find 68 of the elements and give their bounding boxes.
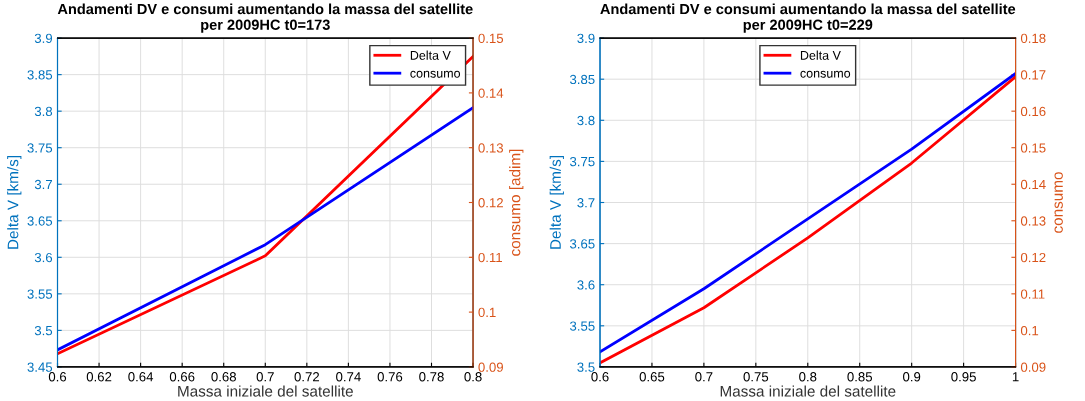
y-tick-label: 3.65 bbox=[569, 239, 595, 249]
x-tick-label: 0.8 bbox=[464, 372, 482, 382]
y-tick-label: 3.65 bbox=[27, 216, 53, 226]
y2-tick-label: 0.11 bbox=[478, 252, 502, 263]
y-tick-label: 3.55 bbox=[27, 289, 53, 299]
x-axis-title: Massa iniziale del satellite bbox=[720, 385, 896, 397]
x-tick-label: 0.75 bbox=[743, 372, 769, 382]
y-tick-label: 3.75 bbox=[569, 156, 595, 167]
x-tick-label: 0.68 bbox=[211, 372, 236, 382]
x-tick-label: 0.8 bbox=[799, 372, 817, 382]
x-tick-label: 0.95 bbox=[951, 372, 976, 382]
y2-tick-label: 0.14 bbox=[1020, 179, 1046, 190]
y-tick-label: 3.55 bbox=[569, 321, 595, 331]
y-tick-label: 3.6 bbox=[34, 252, 53, 263]
y-tick-label: 3.8 bbox=[577, 115, 595, 126]
y2-tick-label: 0.14 bbox=[478, 88, 504, 98]
y-axis-title: Delta V [km/s] bbox=[549, 156, 564, 249]
x-tick-label: 0.72 bbox=[294, 372, 320, 382]
x-tick-label: 0.6 bbox=[591, 372, 609, 382]
chart-title: Andamenti DV e consumi aumentando la massa del satellite per 2009HC t0=229 bbox=[600, 3, 1016, 33]
y-tick-label: 3.7 bbox=[577, 198, 595, 208]
y2-tick-label: 0.1 bbox=[478, 307, 496, 318]
y2-tick-label: 0.1 bbox=[1020, 325, 1039, 336]
x-tick-label: 0.62 bbox=[86, 372, 112, 382]
y2-tick-label: 0.12 bbox=[478, 198, 503, 208]
x-tick-label: 0.9 bbox=[903, 372, 921, 382]
x-tick-label: 0.65 bbox=[639, 372, 665, 382]
x-tick-label: 0.85 bbox=[847, 372, 873, 382]
y-tick-label: 3.75 bbox=[27, 143, 53, 153]
y2-tick-label: 0.15 bbox=[1020, 143, 1046, 153]
y-tick-label: 3.85 bbox=[569, 74, 595, 85]
y-tick-label: 3.85 bbox=[27, 70, 53, 80]
y-tick-label: 3.6 bbox=[577, 280, 595, 290]
x-axis-title: Massa iniziale del satellite bbox=[178, 385, 353, 397]
y2-tick-label: 0.13 bbox=[1020, 216, 1046, 226]
x-tick-label: 0.7 bbox=[695, 372, 713, 382]
y2-tick-label: 0.09 bbox=[478, 362, 503, 372]
x-tick-label: 1 bbox=[1012, 372, 1019, 382]
y2-tick-label: 0.09 bbox=[1020, 362, 1046, 372]
y2-axis-title: consumo bbox=[1054, 172, 1063, 233]
y2-tick-label: 0.15 bbox=[478, 33, 504, 44]
x-tick-label: 0.7 bbox=[256, 372, 274, 382]
y-tick-label: 3.5 bbox=[34, 325, 53, 336]
y2-axis-title: consumo [adim] bbox=[509, 149, 524, 256]
y2-tick-label: 0.16 bbox=[1020, 106, 1046, 117]
x-tick-label: 0.64 bbox=[128, 372, 154, 382]
y2-tick-label: 0.11 bbox=[1020, 289, 1045, 299]
chart-title: Andamenti DV e consumi aumentando la massa del satellite per 2009HC t0=173 bbox=[57, 3, 473, 33]
x-tick-label: 0.76 bbox=[377, 372, 403, 382]
x-tick-label: 0.74 bbox=[336, 372, 361, 382]
x-tick-label: 0.66 bbox=[169, 372, 195, 382]
y-tick-label: 3.5 bbox=[577, 362, 595, 372]
legend-label: Delta V bbox=[410, 50, 451, 60]
y-tick-label: 3.8 bbox=[34, 106, 53, 117]
y2-tick-label: 0.17 bbox=[1020, 70, 1046, 80]
y-tick-label: 3.9 bbox=[577, 33, 595, 44]
y-axis-title: Delta V [km/s] bbox=[7, 156, 22, 249]
y-tick-label: 3.45 bbox=[27, 362, 53, 372]
y2-tick-label: 0.12 bbox=[1020, 252, 1046, 263]
y-tick-label: 3.7 bbox=[34, 179, 52, 190]
x-tick-label: 0.6 bbox=[48, 372, 67, 382]
legend-label: Delta V bbox=[800, 50, 841, 60]
y2-tick-label: 0.13 bbox=[478, 143, 504, 153]
legend-label: consumo bbox=[410, 70, 461, 78]
y2-tick-label: 0.18 bbox=[1020, 33, 1046, 44]
legend-label: consumo bbox=[800, 70, 851, 78]
y-tick-label: 3.9 bbox=[34, 33, 53, 44]
x-tick-label: 0.78 bbox=[419, 372, 444, 382]
